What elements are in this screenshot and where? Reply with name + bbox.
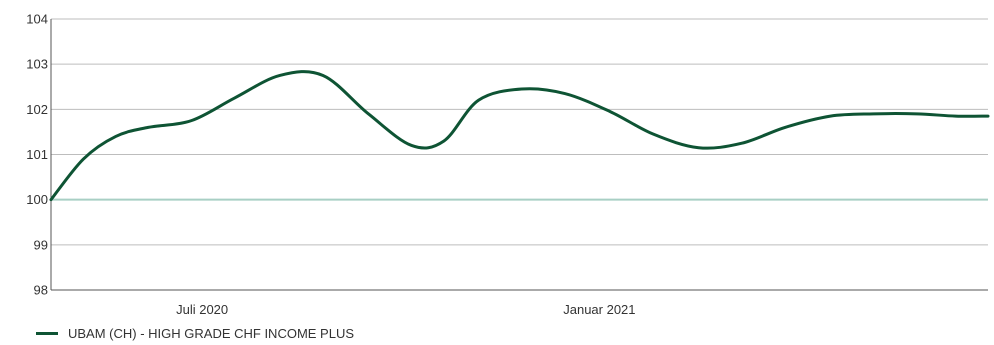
y-tick-label: 100	[26, 192, 48, 207]
x-axis: Juli 2020 Januar 2021	[51, 289, 988, 317]
grid-lines	[51, 18, 988, 291]
y-tick-label: 104	[26, 12, 48, 27]
y-tick-label: 102	[26, 102, 48, 117]
y-tick-label: 103	[26, 57, 48, 72]
x-tick-label: Juli 2020	[176, 302, 228, 317]
y-tick-label: 98	[34, 283, 48, 298]
x-tick-label: Januar 2021	[563, 302, 635, 317]
series-line-0	[49, 70, 990, 202]
y-tick-label: 101	[26, 147, 48, 162]
series-layer	[49, 70, 990, 202]
legend-swatch	[36, 332, 58, 335]
legend-label: UBAM (CH) - HIGH GRADE CHF INCOME PLUS	[68, 326, 355, 341]
y-axis: 98 99 100 101 102 103 104	[26, 12, 52, 298]
legend: UBAM (CH) - HIGH GRADE CHF INCOME PLUS	[36, 326, 354, 341]
y-tick-label: 99	[34, 237, 48, 252]
